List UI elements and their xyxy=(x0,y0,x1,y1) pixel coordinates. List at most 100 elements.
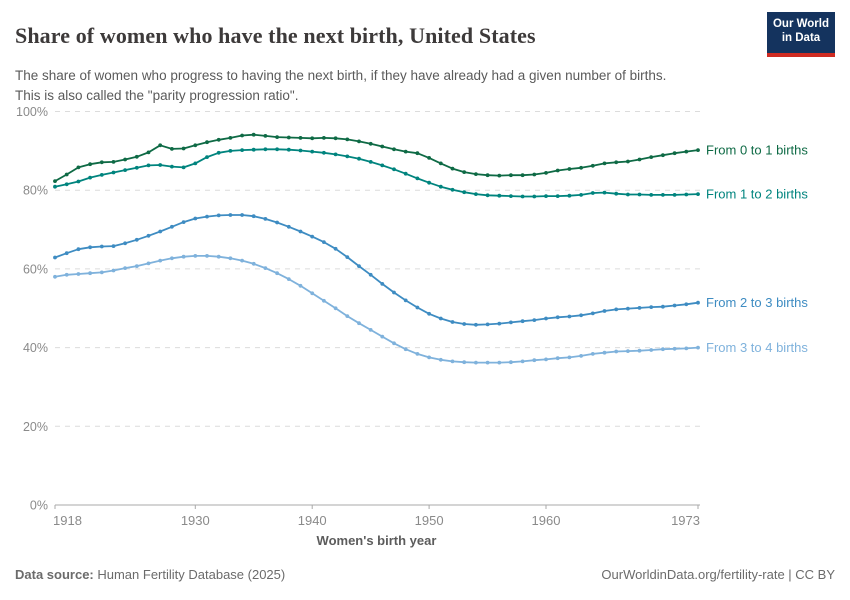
data-point[interactable] xyxy=(649,305,654,309)
data-point[interactable] xyxy=(474,172,478,177)
data-point[interactable] xyxy=(357,264,361,268)
data-point[interactable] xyxy=(111,160,116,164)
data-point[interactable] xyxy=(99,160,104,165)
data-point[interactable] xyxy=(509,320,513,325)
data-point[interactable] xyxy=(415,151,420,156)
data-point[interactable] xyxy=(438,184,443,189)
data-point[interactable] xyxy=(555,356,560,361)
data-point[interactable] xyxy=(76,247,81,252)
data-point[interactable] xyxy=(684,192,689,197)
data-point[interactable] xyxy=(134,165,139,170)
data-point[interactable] xyxy=(205,140,209,145)
data-point[interactable] xyxy=(76,179,81,184)
data-point[interactable] xyxy=(509,173,513,178)
data-point[interactable] xyxy=(181,220,186,225)
data-point[interactable] xyxy=(240,258,245,263)
data-point[interactable] xyxy=(53,255,57,260)
data-point[interactable] xyxy=(263,217,268,221)
data-point[interactable] xyxy=(532,172,537,177)
data-point[interactable] xyxy=(590,191,595,195)
data-point[interactable] xyxy=(450,320,455,324)
data-point[interactable] xyxy=(228,256,233,261)
data-point[interactable] xyxy=(614,307,619,312)
data-point[interactable] xyxy=(462,170,467,175)
data-point[interactable] xyxy=(555,315,560,320)
data-point[interactable] xyxy=(392,147,396,152)
data-point[interactable] xyxy=(602,161,607,166)
data-point[interactable] xyxy=(626,349,630,353)
data-point[interactable] xyxy=(99,244,104,249)
data-point[interactable] xyxy=(462,322,467,326)
data-point[interactable] xyxy=(497,321,502,326)
data-point[interactable] xyxy=(134,237,139,242)
data-point[interactable] xyxy=(403,149,408,154)
data-point[interactable] xyxy=(76,165,81,170)
data-point[interactable] xyxy=(228,149,233,153)
data-point[interactable] xyxy=(368,328,373,332)
data-point[interactable] xyxy=(357,156,361,161)
data-point[interactable] xyxy=(193,161,198,166)
data-point[interactable] xyxy=(579,354,583,358)
data-point[interactable] xyxy=(602,350,607,355)
data-point[interactable] xyxy=(146,233,151,238)
data-point[interactable] xyxy=(555,168,560,173)
data-point[interactable] xyxy=(661,304,665,309)
data-point[interactable] xyxy=(485,193,490,198)
data-point[interactable] xyxy=(415,352,420,356)
data-point[interactable] xyxy=(590,352,595,356)
data-point[interactable] xyxy=(205,254,209,258)
attribution-link[interactable]: OurWorldinData.org/fertility-rate | CC B… xyxy=(601,567,835,582)
series-label[interactable]: From 1 to 2 births xyxy=(706,187,808,202)
data-point[interactable] xyxy=(579,193,583,197)
series-label[interactable]: From 0 to 1 births xyxy=(706,143,808,158)
data-point[interactable] xyxy=(123,241,127,246)
data-point[interactable] xyxy=(380,334,385,339)
data-point[interactable] xyxy=(193,216,198,221)
data-point[interactable] xyxy=(637,192,642,197)
data-point[interactable] xyxy=(298,136,303,140)
data-point[interactable] xyxy=(333,152,338,157)
data-point[interactable] xyxy=(509,194,513,199)
data-point[interactable] xyxy=(298,229,303,234)
data-point[interactable] xyxy=(275,147,279,152)
data-point[interactable] xyxy=(532,318,537,322)
data-point[interactable] xyxy=(544,357,548,362)
data-point[interactable] xyxy=(602,190,607,195)
data-point[interactable] xyxy=(240,148,245,153)
data-point[interactable] xyxy=(205,214,209,219)
data-point[interactable] xyxy=(532,194,537,199)
data-point[interactable] xyxy=(520,194,525,199)
data-point[interactable] xyxy=(497,193,502,198)
data-point[interactable] xyxy=(275,220,279,225)
data-point[interactable] xyxy=(345,255,350,259)
data-point[interactable] xyxy=(380,163,385,168)
data-point[interactable] xyxy=(626,159,630,164)
data-point[interactable] xyxy=(649,193,654,197)
data-point[interactable] xyxy=(544,171,548,175)
data-point[interactable] xyxy=(123,266,127,270)
data-point[interactable] xyxy=(275,271,279,276)
data-point[interactable] xyxy=(696,345,700,350)
data-point[interactable] xyxy=(88,175,92,180)
data-point[interactable] xyxy=(158,163,163,167)
series-label[interactable]: From 2 to 3 births xyxy=(706,295,808,310)
data-point[interactable] xyxy=(322,136,326,140)
data-point[interactable] xyxy=(672,151,677,156)
data-point[interactable] xyxy=(532,358,537,363)
data-point[interactable] xyxy=(298,148,303,153)
data-point[interactable] xyxy=(322,298,326,303)
data-point[interactable] xyxy=(357,321,361,326)
data-point[interactable] xyxy=(240,213,245,217)
data-point[interactable] xyxy=(53,179,57,184)
data-point[interactable] xyxy=(216,150,221,155)
data-point[interactable] xyxy=(579,165,583,170)
data-point[interactable] xyxy=(146,163,151,168)
data-point[interactable] xyxy=(286,147,291,152)
data-point[interactable] xyxy=(228,213,233,217)
data-point[interactable] xyxy=(123,157,127,162)
data-point[interactable] xyxy=(415,305,420,310)
owid-logo[interactable]: Our World in Data xyxy=(767,12,835,57)
data-point[interactable] xyxy=(310,234,315,239)
data-point[interactable] xyxy=(485,322,490,327)
series-line[interactable] xyxy=(54,148,699,198)
